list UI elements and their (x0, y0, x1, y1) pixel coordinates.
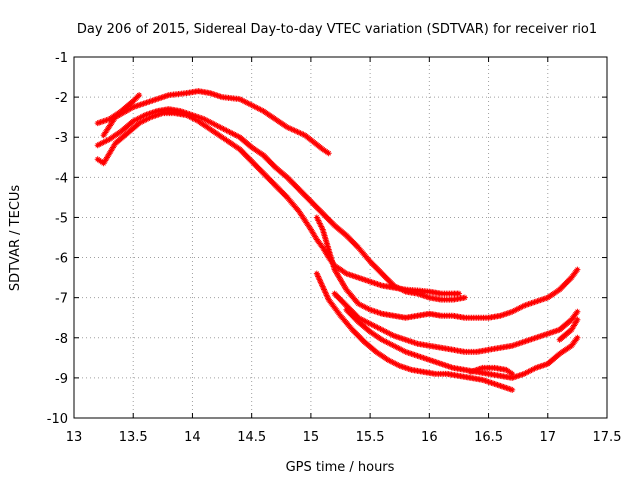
x-tick-label: 17 (540, 430, 557, 445)
series-points (313, 214, 581, 321)
x-tick-label: 13.5 (119, 430, 148, 445)
x-tick-label: 16 (421, 430, 438, 445)
y-tick-label: -5 (55, 211, 68, 226)
plot-frame (73, 56, 608, 419)
series-points (94, 92, 143, 127)
series-track-8 (313, 270, 516, 393)
y-tick-label: -4 (55, 171, 68, 186)
y-tick-label: -9 (55, 372, 68, 387)
series-track-4 (94, 110, 462, 297)
series-track-5 (313, 214, 581, 321)
series-points (467, 364, 516, 377)
x-tick-labels: 13 13.5 14 14.5 15 15.5 16 16.5 17 17.5 (66, 430, 622, 445)
series-points (313, 270, 516, 393)
series-points (94, 110, 462, 297)
y-tick-label: -7 (55, 292, 68, 307)
x-tick-label: 15.5 (356, 430, 385, 445)
x-tick-label: 15 (303, 430, 320, 445)
series-line (97, 112, 459, 295)
y-axis-label: SDTVAR / TECUs (8, 185, 23, 292)
y-tick-label: -10 (47, 412, 68, 427)
chart-title: Day 206 of 2015, Sidereal Day-to-day VTE… (77, 22, 597, 37)
series-track-10 (556, 316, 581, 343)
x-tick-label: 14 (184, 430, 201, 445)
y-tick-labels: -10 -9 -8 -7 -6 -5 -4 -3 -2 -1 (47, 51, 68, 427)
series-track-3 (94, 106, 468, 303)
series-points (94, 106, 468, 303)
series-points (100, 88, 332, 157)
series-points (556, 316, 581, 343)
series-line (97, 108, 465, 301)
y-tick-label: -6 (55, 252, 68, 267)
y-tick-label: -3 (55, 131, 68, 146)
series-track-7 (343, 306, 581, 381)
x-tick-label: 14.5 (237, 430, 266, 445)
x-tick-label: 16.5 (474, 430, 503, 445)
x-tick-label: 17.5 (593, 430, 622, 445)
series-group (94, 88, 581, 393)
x-tick-label: 13 (66, 430, 83, 445)
series-track-1 (94, 92, 143, 127)
y-tick-label: -2 (55, 91, 68, 106)
y-tick-label: -1 (55, 51, 68, 66)
x-axis-label: GPS time / hours (286, 460, 395, 475)
series-track-2 (100, 88, 332, 157)
series-track-9 (467, 364, 516, 377)
y-tick-label: -8 (55, 332, 68, 347)
ticks (73, 56, 608, 419)
